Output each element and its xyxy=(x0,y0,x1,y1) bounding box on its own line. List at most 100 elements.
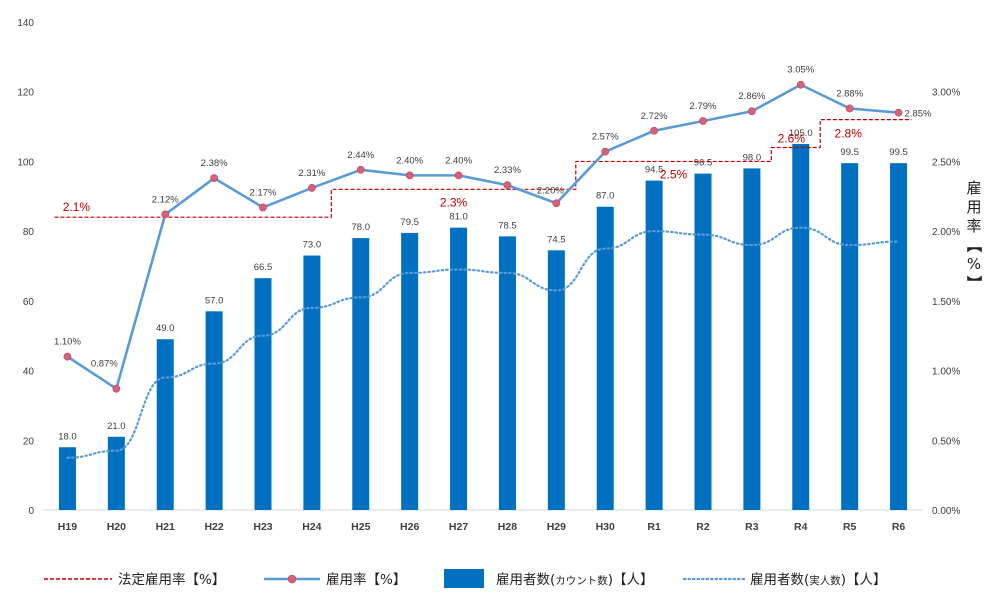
bar-value-label: 66.5 xyxy=(254,262,273,273)
legend-label-dotted: 雇用者数(実人数)【人】 xyxy=(750,571,887,588)
category-label: H27 xyxy=(449,521,468,533)
category-label: H23 xyxy=(253,521,272,533)
rate-marker xyxy=(307,184,316,192)
rate-value-label: 2.17% xyxy=(250,187,277,198)
rate-value-label: 2.88% xyxy=(836,88,863,99)
rate-value-label: 2.40% xyxy=(445,155,472,166)
bar xyxy=(401,232,419,510)
left-tick-label: 0 xyxy=(28,506,34,517)
bar-value-label: 73.0 xyxy=(303,240,322,251)
category-label: R5 xyxy=(843,521,857,533)
axes: 0 20 40 60 80 100 120 140 0.00% 0.50% 1.00% 1.50% 2.… xyxy=(17,18,983,533)
rate-value-label: 2.40% xyxy=(396,155,423,166)
bar-value-label: 105.0 xyxy=(789,128,813,139)
right-axis-title-char: 】 xyxy=(965,275,983,290)
right-axis-title-char: % xyxy=(967,255,981,273)
bar xyxy=(841,163,859,510)
rate-series: 1.10% 0.87% 2.12% 2.38% 2.17% 2.31% 2.44% 2.40%… xyxy=(54,65,932,393)
rate-value-label: 2.72% xyxy=(641,111,668,122)
right-axis-title-char: 率 xyxy=(966,217,981,235)
bar-value-label: 78.5 xyxy=(498,220,517,231)
legend-label-part: 実人数 xyxy=(809,574,841,587)
legal-rate-label: 2.1% xyxy=(63,200,91,214)
bar xyxy=(547,250,565,511)
rate-marker xyxy=(259,203,267,212)
rate-value-label: 2.86% xyxy=(738,91,765,102)
category-label: H30 xyxy=(596,521,615,533)
bar xyxy=(694,173,712,510)
category-label: H25 xyxy=(351,521,370,533)
rate-marker xyxy=(894,108,903,117)
rate-marker xyxy=(552,199,561,208)
bar xyxy=(254,278,272,510)
bar-value-label: 57.0 xyxy=(205,295,224,306)
bar xyxy=(352,238,370,510)
rate-marker xyxy=(356,165,365,174)
bar-value-label: 87.0 xyxy=(596,191,615,202)
rate-marker xyxy=(747,107,756,116)
rate-marker xyxy=(601,147,610,156)
bar xyxy=(890,163,908,510)
legal-rate-label: 2.6% xyxy=(778,131,806,145)
category-label: H26 xyxy=(400,521,419,533)
legend-label-part: 雇用者数( xyxy=(496,571,555,588)
bar xyxy=(156,339,174,510)
left-tick-label: 120 xyxy=(17,88,34,99)
legend-label-part: )【人】 xyxy=(608,572,654,588)
legal-rate-series: 2.1% 2.3% 2.5% 2.6% 2.8% xyxy=(54,119,912,218)
right-tick-label: 1.00% xyxy=(932,367,960,378)
legal-rate-line xyxy=(54,119,912,218)
bar xyxy=(58,447,76,510)
left-tick-label: 40 xyxy=(23,367,35,378)
bar-series: 18.0 21.0 49.0 57.0 66.5 73.0 78.0 79.5 81.0 78.5… xyxy=(58,128,908,511)
bar xyxy=(596,206,614,510)
rate-marker xyxy=(503,181,512,190)
bar xyxy=(645,180,663,510)
dotted-series xyxy=(66,226,900,459)
right-axis-title-char: 用 xyxy=(966,198,981,216)
right-tick-label: 1.50% xyxy=(932,297,960,308)
rate-marker xyxy=(405,171,414,180)
rate-marker xyxy=(796,80,805,89)
rate-value-label: 2.79% xyxy=(690,101,717,112)
left-tick-label: 100 xyxy=(17,157,34,168)
legal-rate-label: 2.8% xyxy=(835,127,863,141)
bar-value-label: 21.0 xyxy=(107,421,126,432)
bar xyxy=(743,168,761,510)
bar xyxy=(792,144,810,510)
left-tick-label: 80 xyxy=(23,227,35,238)
category-label: H28 xyxy=(498,521,517,533)
bar xyxy=(205,311,223,510)
category-label: R6 xyxy=(892,521,906,533)
bar xyxy=(450,227,468,510)
rate-value-label: 2.31% xyxy=(298,168,325,179)
legend-swatch-bar xyxy=(444,569,484,588)
rate-value-label: 1.10% xyxy=(54,337,81,348)
legend-label-part: )【人】 xyxy=(841,572,887,588)
rate-marker xyxy=(699,117,707,125)
rate-marker xyxy=(63,352,72,361)
legend-label-part: カウント数 xyxy=(555,574,608,587)
legend: 法定雇用率【%】 雇用率【%】 雇用者数(カウント数)【人】 雇用者数(実人数)【人】 xyxy=(44,569,887,588)
bar xyxy=(498,236,516,510)
category-label: R3 xyxy=(745,521,759,533)
rate-value-label: 2.33% xyxy=(494,165,521,176)
category-label: H29 xyxy=(547,521,566,533)
right-axis-title-char: 雇 xyxy=(966,179,981,197)
rate-marker xyxy=(650,126,659,135)
right-tick-label: 3.00% xyxy=(932,88,960,99)
rate-line xyxy=(66,83,899,390)
bar-value-label: 79.5 xyxy=(400,217,419,228)
rate-value-label: 0.87% xyxy=(91,359,118,370)
bar xyxy=(303,255,321,510)
bar xyxy=(107,436,125,510)
rate-marker xyxy=(161,210,170,219)
right-tick-label: 0.00% xyxy=(932,506,960,517)
rate-value-label: 2.20% xyxy=(537,185,564,196)
bar-value-label: 99.5 xyxy=(889,147,908,158)
right-tick-label: 2.50% xyxy=(932,157,960,168)
right-tick-label: 0.50% xyxy=(932,436,960,447)
right-tick-label: 2.00% xyxy=(932,227,960,238)
bar-value-label: 18.0 xyxy=(58,431,77,442)
